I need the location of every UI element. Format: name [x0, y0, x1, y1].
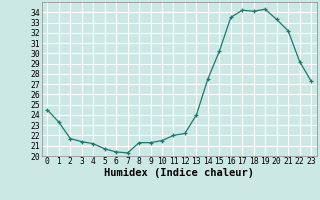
X-axis label: Humidex (Indice chaleur): Humidex (Indice chaleur) — [104, 168, 254, 178]
